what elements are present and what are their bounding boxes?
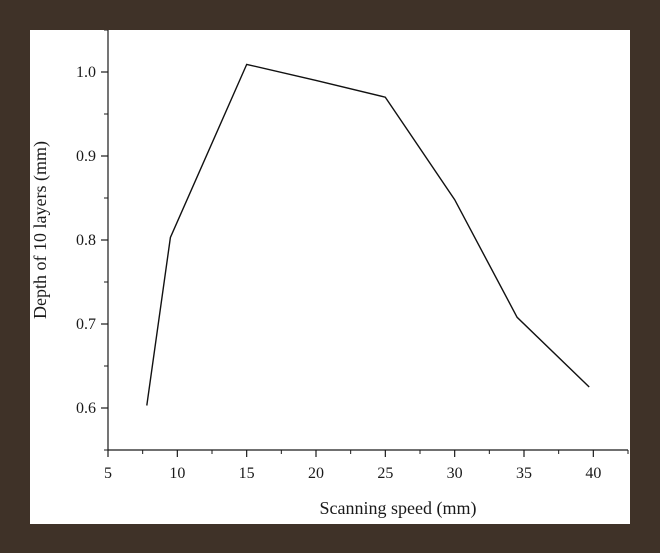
x-tick-label: 30: [447, 465, 463, 482]
x-tick-label: 5: [104, 465, 112, 482]
y-tick-label: 0.6: [76, 400, 96, 417]
y-tick-label: 0.7: [76, 316, 96, 333]
y-tick-label: 0.8: [76, 232, 96, 249]
series-layer: [146, 63, 590, 406]
y-tick-label: 1.0: [76, 64, 96, 81]
x-tick-label: 35: [516, 465, 532, 482]
x-tick-label: 15: [239, 465, 255, 482]
x-tick-label: 25: [377, 465, 393, 482]
x-tick-label: 10: [169, 465, 185, 482]
chart-panel: 5 10 15 20 25 30 35 40 0.6 0.7 0.8 0.9 1.0 Scanning …: [30, 30, 630, 524]
x-tick-label: 40: [585, 465, 601, 482]
line-chart: 5 10 15 20 25 30 35 40 0.6 0.7 0.8 0.9 1.0 Scanning …: [30, 30, 629, 519]
x-tick-label: 20: [308, 465, 324, 482]
ticks: 5 10 15 20 25 30 35 40 0.6 0.7 0.8 0.9 1.0: [76, 30, 629, 482]
x-axis-label: Scanning speed (mm): [320, 498, 477, 519]
y-axis-label: Depth of 10 layers (mm): [30, 141, 51, 319]
y-tick-label: 0.9: [76, 148, 96, 165]
series-line: [146, 63, 590, 406]
